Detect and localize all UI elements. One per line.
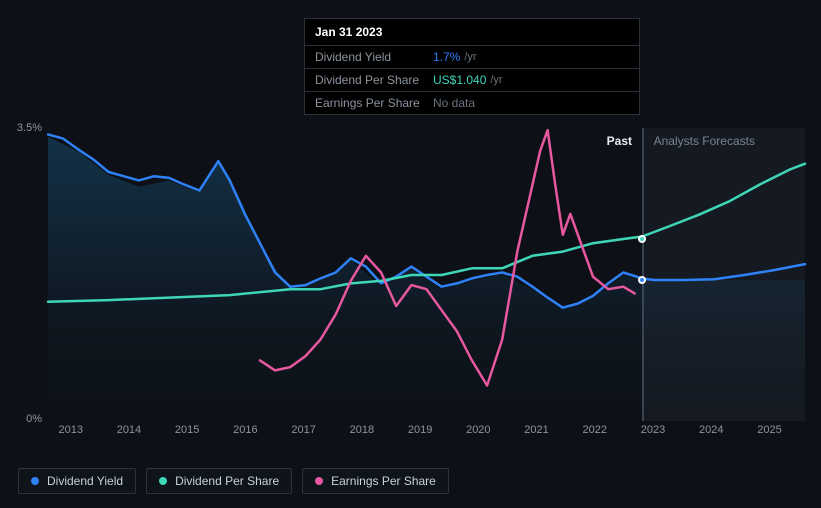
lines-svg: [48, 126, 805, 423]
tooltip-label: Dividend Per Share: [315, 73, 433, 87]
tooltip-suffix: /yr: [464, 51, 476, 63]
tooltip-label: Earnings Per Share: [315, 96, 433, 110]
x-tick: 2017: [291, 424, 315, 436]
dividend-per-share-line: [48, 164, 805, 302]
earnings-per-share-line: [260, 130, 635, 385]
legend-dot: [159, 477, 167, 485]
legend-dot: [315, 477, 323, 485]
x-tick: 2025: [757, 424, 781, 436]
legend-dot: [31, 477, 39, 485]
dividend-yield-marker: [638, 276, 646, 284]
tooltip-row: Dividend Yield1.7% /yr: [305, 46, 639, 69]
x-tick: 2019: [408, 424, 432, 436]
y-axis-min: 0%: [26, 413, 42, 425]
x-tick: 2013: [58, 424, 82, 436]
plot-area: Past Analysts Forecasts: [48, 128, 805, 421]
x-tick: 2020: [466, 424, 490, 436]
tooltip-value: 1.7%: [433, 50, 460, 64]
chart-tooltip: Jan 31 2023 Dividend Yield1.7%/yrDividen…: [304, 18, 640, 115]
x-tick: 2024: [699, 424, 723, 436]
x-axis: 2013 2014 2015 2016 2017 2018 2019 2020 2021 2022…: [48, 424, 805, 444]
legend-item-earnings-per-share[interactable]: Earnings Per Share: [302, 468, 449, 494]
x-tick: 2014: [117, 424, 141, 436]
tooltip-label: Dividend Yield: [315, 50, 433, 64]
x-tick: 2018: [350, 424, 374, 436]
legend-item-dividend-per-share[interactable]: Dividend Per Share: [146, 468, 292, 494]
dividend-per-share-marker: [638, 235, 646, 243]
x-tick: 2021: [524, 424, 548, 436]
dividend-chart[interactable]: 3.5% 0% Past Analysts Forecasts 2013 2014…: [0, 106, 821, 458]
legend: Dividend Yield Dividend Per Share Earnings…: [18, 468, 449, 494]
x-tick: 2015: [175, 424, 199, 436]
legend-label: Earnings Per Share: [331, 474, 436, 488]
legend-label: Dividend Yield: [47, 474, 123, 488]
tooltip-value: US$1.040: [433, 73, 486, 87]
x-tick: 2022: [583, 424, 607, 436]
x-tick: 2016: [233, 424, 257, 436]
tooltip-suffix: /yr: [490, 74, 502, 86]
tooltip-date: Jan 31 2023: [305, 19, 639, 46]
tooltip-row: Dividend Per ShareUS$1.040/yr: [305, 69, 639, 92]
tooltip-row: Earnings Per ShareNo data: [305, 92, 639, 114]
legend-item-dividend-yield[interactable]: Dividend Yield: [18, 468, 136, 494]
y-axis-max: 3.5%: [17, 122, 42, 134]
dividend-yield-line: [48, 134, 805, 307]
tooltip-value: No data: [433, 96, 475, 110]
legend-label: Dividend Per Share: [175, 474, 279, 488]
x-tick: 2023: [641, 424, 665, 436]
